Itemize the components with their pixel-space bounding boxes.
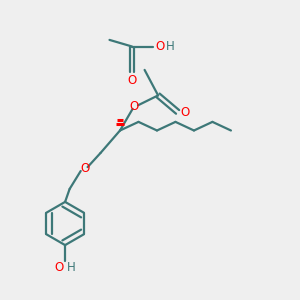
Text: O: O bbox=[128, 74, 136, 87]
Text: O: O bbox=[180, 106, 189, 119]
Text: H: H bbox=[166, 40, 175, 53]
Text: O: O bbox=[54, 261, 63, 274]
Text: O: O bbox=[129, 100, 138, 113]
Text: O: O bbox=[155, 40, 164, 53]
Text: H: H bbox=[67, 261, 76, 274]
Text: O: O bbox=[80, 162, 89, 175]
